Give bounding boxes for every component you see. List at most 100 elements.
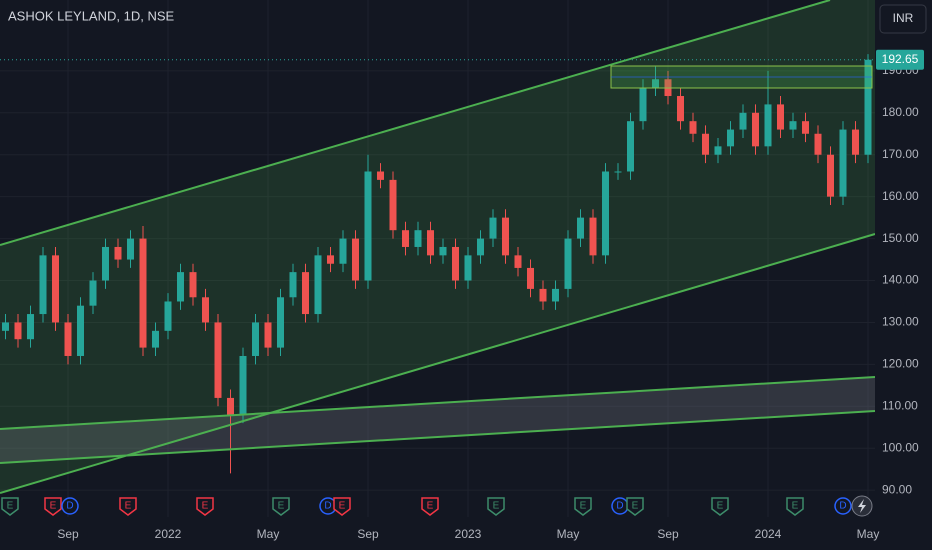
- candle-body: [152, 330, 159, 348]
- x-tick-label: May: [857, 527, 880, 541]
- candle-body: [127, 238, 134, 260]
- event-marker[interactable]: E: [421, 497, 439, 516]
- x-tick-label: Sep: [657, 527, 679, 541]
- currency-label[interactable]: INR: [893, 11, 914, 25]
- candle-body: [752, 112, 759, 147]
- y-tick-label: 150.00: [882, 231, 919, 245]
- candle-body: [477, 238, 484, 256]
- candle-body: [52, 255, 59, 323]
- event-label: E: [717, 501, 724, 512]
- currency-button[interactable]: [879, 4, 927, 34]
- band-top: [0, 376, 876, 430]
- event-label: E: [202, 501, 209, 512]
- event-label: E: [50, 501, 57, 512]
- event-marker[interactable]: E: [196, 497, 214, 516]
- candle-body: [427, 230, 434, 256]
- event-marker[interactable]: E: [626, 497, 644, 516]
- event-marker[interactable]: E: [487, 497, 505, 516]
- candle-body: [514, 255, 522, 268]
- event-badge: [786, 497, 804, 516]
- band-fill: [0, 377, 875, 463]
- x-tick-label: May: [257, 527, 280, 541]
- event-marker[interactable]: D: [611, 497, 629, 515]
- candle-body: [364, 171, 372, 281]
- y-tick-label: 180.00: [882, 105, 919, 119]
- event-label: D: [616, 501, 623, 512]
- candle-body: [552, 288, 559, 302]
- event-marker[interactable]: D: [61, 497, 79, 515]
- x-tick-label: May: [557, 527, 580, 541]
- candle-body: [39, 255, 47, 315]
- event-marker[interactable]: E: [119, 497, 137, 516]
- candle-body: [764, 104, 772, 147]
- candle-body: [577, 217, 584, 239]
- candle-body: [339, 238, 347, 264]
- candle-body: [739, 112, 747, 130]
- candle-body: [2, 322, 9, 331]
- chart-title: ASHOK LEYLAND, 1D, NSE: [8, 8, 174, 23]
- candle-body: [502, 217, 509, 256]
- candle-body: [539, 288, 547, 302]
- y-tick-label: 110.00: [882, 398, 918, 412]
- candle-body: [414, 230, 422, 247]
- event-badge: [487, 497, 505, 516]
- candle-body: [14, 322, 22, 340]
- candle-body: [302, 272, 309, 315]
- x-tick-label: 2024: [755, 527, 782, 541]
- y-tick-label: 100.00: [882, 440, 919, 454]
- event-badge: [421, 497, 439, 516]
- time-axis: [0, 517, 932, 550]
- candle-body: [827, 154, 834, 197]
- event-badge: [196, 497, 214, 516]
- candle-body: [277, 297, 284, 348]
- event-marker[interactable]: E: [574, 497, 592, 516]
- candle-body: [689, 121, 697, 134]
- x-tick-label: 2023: [455, 527, 482, 541]
- event-marker[interactable]: E: [711, 497, 729, 516]
- candles: [2, 54, 872, 474]
- candle-body: [702, 133, 709, 155]
- candle-body: [602, 171, 609, 256]
- event-badge: [626, 497, 644, 516]
- candle-body: [377, 171, 384, 180]
- event-label: E: [792, 501, 799, 512]
- candle-body: [727, 129, 734, 147]
- candle-body: [327, 255, 334, 264]
- event-marker[interactable]: E: [1, 497, 19, 516]
- event-label: E: [7, 501, 14, 512]
- lightning-glyph: [858, 499, 866, 513]
- candle-body: [227, 397, 234, 415]
- event-label: E: [580, 501, 587, 512]
- event-badge: [44, 497, 62, 516]
- last-price-label: 192.65: [882, 52, 919, 66]
- event-badge: [711, 497, 729, 516]
- candle-body: [214, 322, 222, 398]
- y-tick-label: 140.00: [882, 273, 919, 287]
- candle-body: [239, 355, 247, 415]
- event-marker[interactable]: E: [786, 497, 804, 516]
- candle-body: [802, 121, 809, 134]
- candle-body: [627, 121, 634, 172]
- band-bottom: [0, 410, 876, 464]
- x-tick-label: 2022: [155, 527, 182, 541]
- candle-body: [352, 238, 359, 281]
- event-marker[interactable]: E: [272, 497, 290, 516]
- event-marker[interactable]: E: [333, 497, 351, 516]
- candle-body: [452, 246, 459, 281]
- candle-body: [27, 314, 34, 340]
- candle-body: [264, 322, 272, 348]
- event-marker[interactable]: E: [44, 497, 62, 516]
- event-label: D: [839, 501, 846, 512]
- event-badge: [333, 497, 351, 516]
- axes: 90.00 100.00 110.00 120.00 130.00 140.00 150.0…: [0, 49, 924, 541]
- event-label: E: [493, 501, 500, 512]
- event-badge: [1, 497, 19, 516]
- candle-body: [252, 322, 259, 356]
- candle-body: [639, 87, 647, 122]
- event-marker[interactable]: D: [834, 497, 852, 515]
- event-label: D: [66, 501, 73, 512]
- candle-body: [439, 246, 447, 256]
- event-badge: [119, 497, 137, 516]
